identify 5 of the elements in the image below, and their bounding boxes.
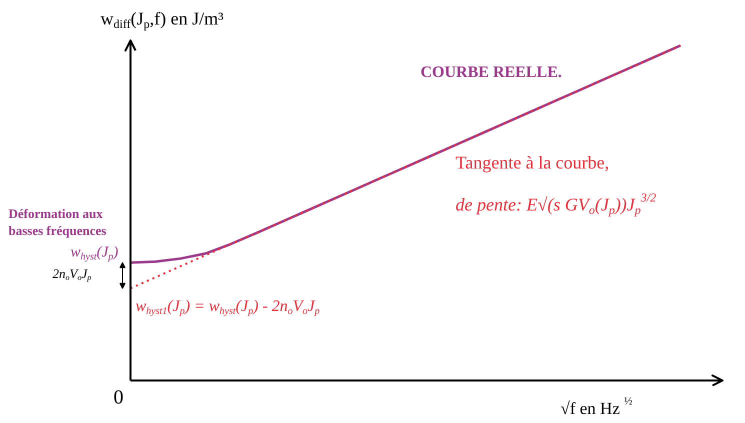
annotation: Tangente à la courbe, <box>456 152 610 172</box>
text: Déformation aux <box>8 206 104 221</box>
text: basses fréquences <box>8 223 106 238</box>
series-label: COURBE REELLE. <box>420 64 562 81</box>
text: 0 <box>114 386 124 408</box>
